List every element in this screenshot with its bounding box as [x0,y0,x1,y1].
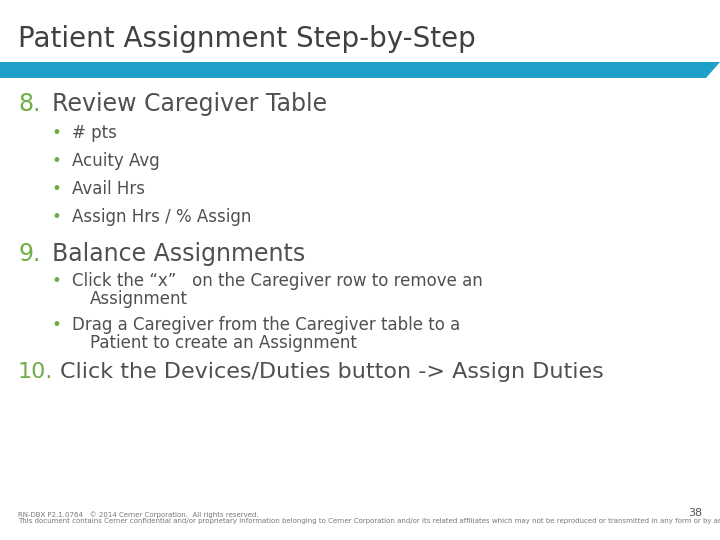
Text: 38: 38 [688,508,702,518]
Text: Balance Assignments: Balance Assignments [52,242,305,266]
Text: 8.: 8. [18,92,40,116]
Text: RN-DBX P2.1.0764   © 2014 Cerner Corporation.  All rights reserved.: RN-DBX P2.1.0764 © 2014 Cerner Corporati… [18,511,258,518]
Text: Patient Assignment Step-by-Step: Patient Assignment Step-by-Step [18,25,476,53]
Text: Acuity Avg: Acuity Avg [72,152,160,170]
Text: # pts: # pts [72,124,117,142]
Text: Assignment: Assignment [90,290,188,308]
Text: Patient to create an Assignment: Patient to create an Assignment [90,334,357,352]
Text: Avail Hrs: Avail Hrs [72,180,145,198]
Polygon shape [0,62,720,78]
Text: Click the “x”   on the Caregiver row to remove an: Click the “x” on the Caregiver row to re… [72,272,482,290]
Text: 10.: 10. [18,362,53,382]
Text: This document contains Cerner confidential and/or proprietary information belong: This document contains Cerner confidenti… [18,518,720,524]
Text: Review Caregiver Table: Review Caregiver Table [52,92,327,116]
Text: Click the Devices/Duties button -> Assign Duties: Click the Devices/Duties button -> Assig… [60,362,604,382]
Text: •: • [52,208,62,226]
Text: 9.: 9. [18,242,40,266]
Text: •: • [52,272,62,290]
Text: •: • [52,316,62,334]
Text: •: • [52,152,62,170]
Text: •: • [52,124,62,142]
Text: Drag a Caregiver from the Caregiver table to a: Drag a Caregiver from the Caregiver tabl… [72,316,460,334]
Text: •: • [52,180,62,198]
Text: Assign Hrs / % Assign: Assign Hrs / % Assign [72,208,251,226]
